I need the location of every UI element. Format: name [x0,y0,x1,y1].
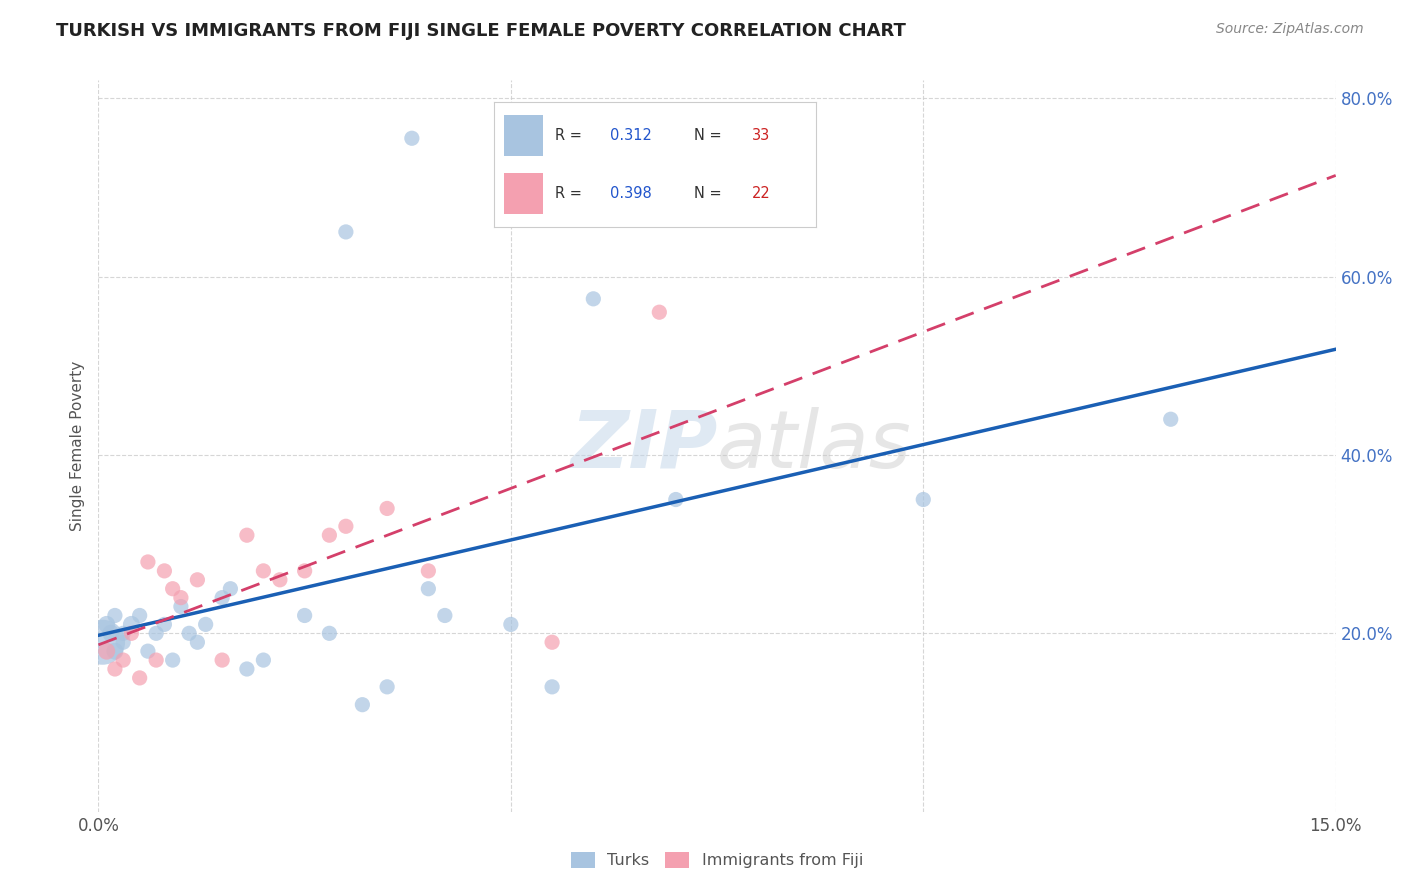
Text: ZIP: ZIP [569,407,717,485]
Point [162,582,184,596]
Point [153,564,176,578]
Point [335,519,357,533]
Point [145,653,167,667]
Point [401,131,423,145]
Point [648,305,671,319]
Point [211,591,233,605]
Point [318,528,340,542]
Point [541,635,564,649]
Text: 22: 22 [752,186,770,201]
Point [112,626,135,640]
Point [194,617,217,632]
Point [128,608,150,623]
Text: TURKISH VS IMMIGRANTS FROM FIJI SINGLE FEMALE POVERTY CORRELATION CHART: TURKISH VS IMMIGRANTS FROM FIJI SINGLE F… [56,22,905,40]
Point [269,573,291,587]
Point [136,644,159,658]
Text: Source: ZipAtlas.com: Source: ZipAtlas.com [1216,22,1364,37]
Text: N =: N = [693,128,721,143]
Bar [503,173,543,214]
Point [136,555,159,569]
Point [96,617,118,632]
Point [162,653,184,667]
Point [252,564,274,578]
Point [179,626,201,640]
Point [128,671,150,685]
Point [112,653,135,667]
Point [375,680,398,694]
Point [912,492,935,507]
Point [418,564,440,578]
Text: R =: R = [555,186,586,201]
Point [252,653,274,667]
Point [91,635,114,649]
Text: 0.398: 0.398 [610,186,652,201]
Point [294,608,316,623]
Point [120,617,142,632]
Point [499,617,522,632]
Point [375,501,398,516]
Text: R =: R = [555,128,586,143]
Point [211,653,233,667]
Point [170,591,193,605]
Point [665,492,688,507]
Legend: Turks, Immigrants from Fiji: Turks, Immigrants from Fiji [565,847,869,873]
Point [541,680,564,694]
Point [153,617,176,632]
Point [352,698,374,712]
Point [318,626,340,640]
Y-axis label: Single Female Poverty: Single Female Poverty [69,361,84,531]
Point [236,662,259,676]
Point [186,573,208,587]
Point [418,582,440,596]
Point [186,635,208,649]
Point [219,582,242,596]
Point [104,662,127,676]
Point [1160,412,1182,426]
Point [104,608,127,623]
Text: atlas: atlas [717,407,912,485]
Point [120,626,142,640]
Point [582,292,605,306]
Point [100,626,122,640]
Point [433,608,456,623]
Point [335,225,357,239]
Text: N =: N = [693,186,721,201]
Point [294,564,316,578]
Point [236,528,259,542]
Point [112,635,135,649]
Point [170,599,193,614]
Point [104,644,127,658]
Point [96,644,118,658]
Point [145,626,167,640]
Text: 33: 33 [752,128,770,143]
Text: 0.312: 0.312 [610,128,652,143]
Bar [503,115,543,156]
